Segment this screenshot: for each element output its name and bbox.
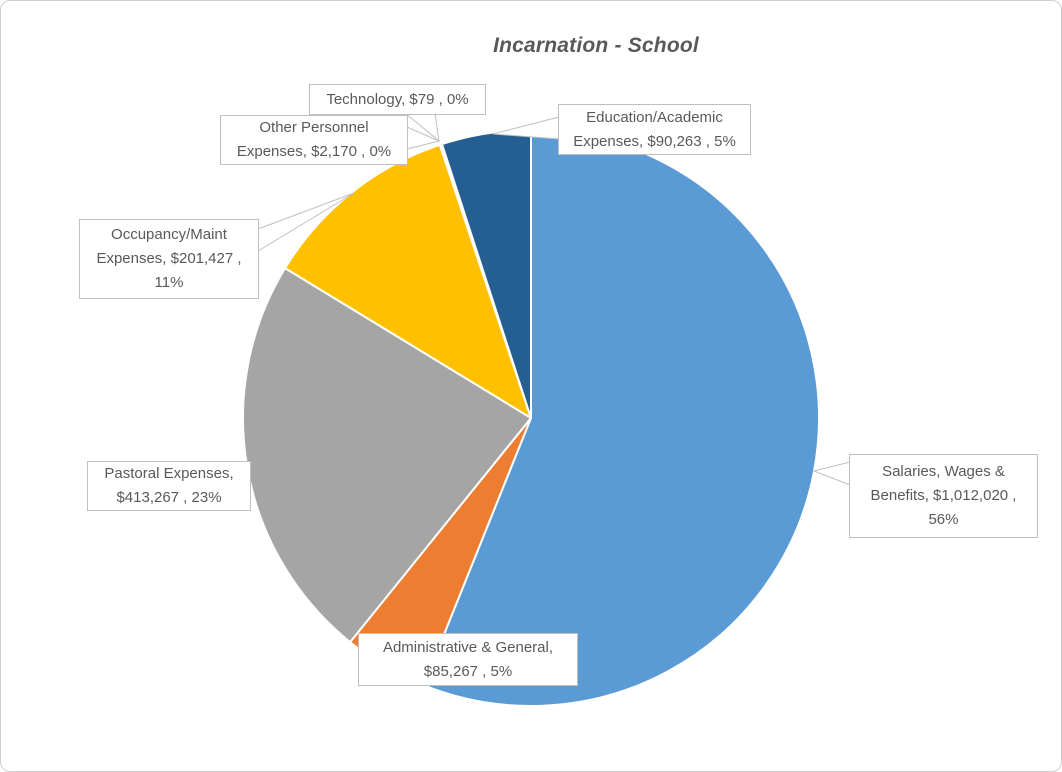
data-label-occupancy-maint-expenses[interactable]: Occupancy/Maint Expenses, $201,427 , 11%: [79, 219, 259, 299]
callout-wedge-salaries: [812, 461, 851, 486]
callout-wedges: [257, 112, 851, 486]
data-label-administrative-general[interactable]: Administrative & General, $85,267 , 5%: [358, 633, 578, 686]
data-label-pastoral-expenses[interactable]: Pastoral Expenses, $413,267 , 23%: [87, 461, 251, 511]
pie-slice-salaries-wages-benefits[interactable]: [422, 129, 820, 707]
data-label-education-academic[interactable]: Education/Academic Expenses, $90,263 , 5…: [558, 104, 751, 155]
data-label-salaries-wages-benefits[interactable]: Salaries, Wages & Benefits, $1,012,020 ,…: [849, 454, 1038, 538]
chart-title[interactable]: Incarnation - School: [493, 34, 699, 57]
pie-slices: [242, 129, 820, 707]
data-label-other-personnel-expenses[interactable]: Other Personnel Expenses, $2,170 , 0%: [220, 115, 408, 165]
pie-slice-occupancy-maint-expenses[interactable]: [284, 143, 532, 419]
data-label-technology[interactable]: Technology, $79 , 0%: [309, 84, 486, 115]
